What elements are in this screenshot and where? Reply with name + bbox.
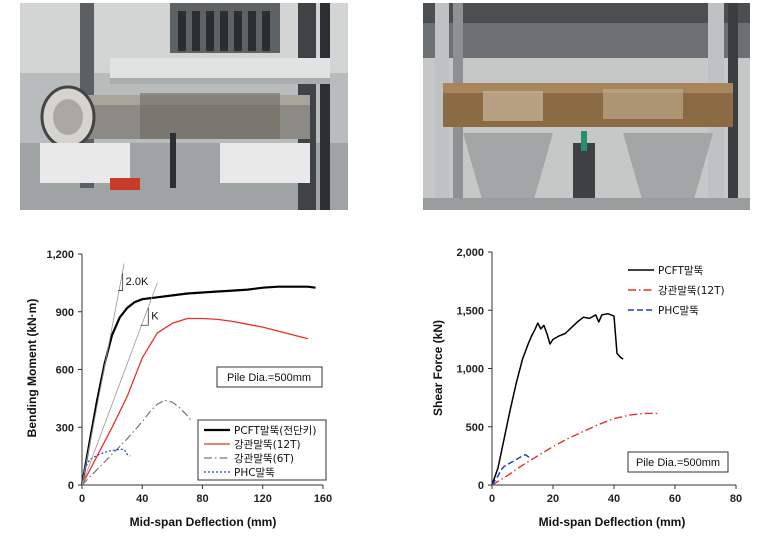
- slope-triangle-k: [140, 307, 149, 326]
- x-tick-label: 0: [79, 493, 85, 505]
- y-axis-label: Bending Moment (kN·m): [25, 299, 39, 438]
- chart-series-group: [80, 285, 316, 486]
- annotation-box: Pile Dia.=500mm: [216, 366, 323, 388]
- test-photo-right: [423, 3, 750, 210]
- y-axis-label: Shear Force (kN): [431, 320, 445, 416]
- series-line-4: [81, 448, 131, 486]
- y-tick-label: 2,000: [456, 247, 484, 259]
- chart-annotations: 2.0K K: [81, 263, 159, 486]
- legend-entry: PCFT말뚝: [658, 265, 704, 277]
- legend: PCFT말뚝(전단키) 강관말뚝(12T) 강관말뚝(6T) PHC말뚝: [197, 419, 327, 481]
- x-tick-label: 80: [196, 493, 208, 505]
- legend-entry: PHC말뚝: [658, 305, 699, 317]
- test-photo-left: [20, 3, 348, 210]
- slope-guide-k: [81, 282, 158, 486]
- tick-labels: 0 40 80 120 160 0 300 600 900 1,200: [46, 249, 332, 505]
- x-axis-label: Mid-span Deflection (mm): [539, 515, 686, 529]
- legend-entry: 강관말뚝(6T): [234, 453, 294, 465]
- x-tick-label: 80: [730, 493, 742, 505]
- y-tick-label: 1,000: [456, 364, 484, 376]
- y-tick-label: 0: [68, 480, 74, 492]
- x-tick-label: 160: [314, 493, 332, 505]
- x-tick-label: 120: [254, 493, 272, 505]
- x-tick-label: 40: [608, 493, 620, 505]
- svg-text:Pile Dia.=500mm: Pile Dia.=500mm: [636, 457, 720, 469]
- y-tick-label: 500: [466, 422, 484, 434]
- y-tick-label: 1,500: [456, 305, 484, 317]
- x-axis-label: Mid-span Deflection (mm): [130, 515, 277, 529]
- slope-label-2k: 2.0K: [126, 276, 149, 288]
- slope-triangle-2k: [118, 273, 124, 291]
- series-line-1: [491, 312, 624, 486]
- x-tick-label: 40: [136, 493, 148, 505]
- y-tick-label: 1,200: [46, 249, 74, 261]
- annotation-box: Pile Dia.=500mm: [627, 451, 729, 473]
- slope-label-k: K: [151, 310, 159, 322]
- chart-axes: [488, 251, 737, 489]
- y-tick-label: 300: [56, 422, 74, 434]
- tick-labels: 0 20 40 60 80 0 500 1,000 1,500 2,000: [456, 247, 742, 505]
- x-tick-label: 60: [669, 493, 681, 505]
- series-line-2: [81, 317, 309, 486]
- series-line-3: [491, 453, 532, 486]
- series-line-1: [80, 285, 316, 486]
- x-tick-label: 0: [489, 493, 495, 505]
- legend-entry: 강관말뚝(12T): [234, 439, 301, 451]
- y-tick-label: 0: [478, 480, 484, 492]
- series-line-2: [491, 412, 660, 486]
- chart-series-group: [491, 312, 660, 486]
- legend-entry: PHC말뚝: [234, 467, 275, 479]
- y-tick-label: 600: [56, 365, 74, 377]
- slope-guide-2k: [81, 263, 125, 486]
- x-tick-label: 20: [547, 493, 559, 505]
- series-line-3: [81, 399, 191, 486]
- chart-axes: [78, 253, 324, 489]
- legend-entry: 강관말뚝(12T): [658, 285, 725, 297]
- legend-entry: PCFT말뚝(전단키): [234, 425, 316, 437]
- y-tick-label: 900: [56, 307, 74, 319]
- svg-text:Pile Dia.=500mm: Pile Dia.=500mm: [227, 372, 311, 384]
